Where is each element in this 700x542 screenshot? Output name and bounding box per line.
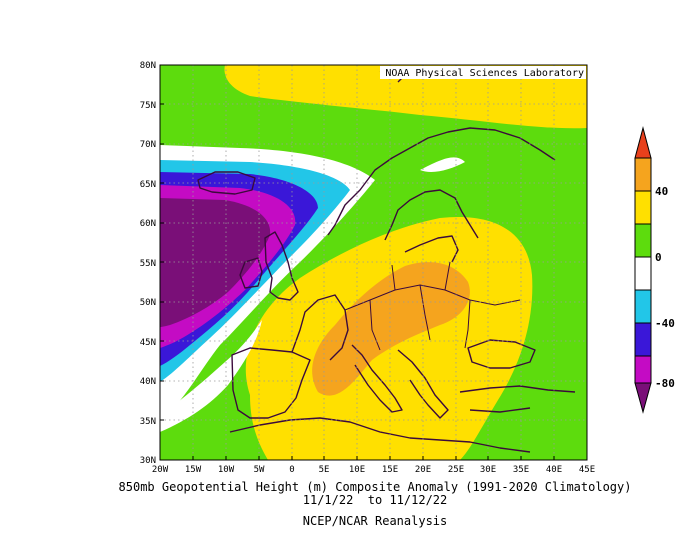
coastline-great-britain bbox=[264, 231, 299, 301]
map-gridlines bbox=[160, 65, 587, 460]
lon-tick-label: 40E bbox=[546, 465, 562, 475]
longitude-axis: 20W 15W 10W 5W 0 5E 10E 15E 20E 25E 30E … bbox=[152, 465, 595, 475]
lat-tick-label: 35N bbox=[140, 417, 156, 427]
coastline-anatolia bbox=[459, 385, 576, 413]
coastline-scandinavia bbox=[327, 127, 556, 241]
lat-tick-label: 60N bbox=[140, 219, 156, 229]
coastline-ireland bbox=[239, 257, 263, 289]
fill-neg20-to-0-southwest bbox=[160, 320, 262, 432]
anomaly-contour-fills bbox=[160, 65, 587, 460]
latitude-axis: 80N 75N 70N 65N 60N 55N 50N 45N 40N 35N … bbox=[140, 61, 156, 466]
lon-tick-label: 10E bbox=[349, 465, 365, 475]
lon-tick-label: 10W bbox=[218, 465, 235, 475]
colorbar-segment-neg40-to-neg20 bbox=[634, 289, 652, 324]
lat-tick-label: 50N bbox=[140, 298, 156, 308]
coastline-italy bbox=[351, 344, 403, 413]
lon-tick-label: 15E bbox=[382, 465, 398, 475]
lon-tick-label: 25E bbox=[448, 465, 464, 475]
caption-source: NCEP/NCAR Reanalysis bbox=[302, 514, 448, 528]
coastline-north-africa bbox=[229, 417, 531, 453]
colorbar-label: -80 bbox=[655, 377, 675, 390]
colorbar-label: -40 bbox=[655, 317, 675, 330]
lat-tick-label: 40N bbox=[140, 377, 156, 387]
lon-tick-label: 5E bbox=[319, 465, 330, 475]
lat-tick-label: 75N bbox=[140, 101, 156, 111]
coastline-france bbox=[291, 294, 349, 361]
lat-tick-label: 70N bbox=[140, 140, 156, 150]
national-borders bbox=[344, 261, 521, 351]
lat-tick-label: 30N bbox=[140, 456, 156, 466]
colorbar-segment-neg80-to-neg60 bbox=[634, 355, 652, 384]
lon-tick-label: 45E bbox=[579, 465, 595, 475]
longitude-ticks bbox=[192, 456, 555, 460]
colorbar-label: 40 bbox=[655, 185, 668, 198]
latitude-ticks bbox=[160, 103, 164, 421]
fill-neg20-to-0-scandinavia bbox=[420, 157, 465, 173]
colorbar-segment-neg20-to-0 bbox=[634, 256, 652, 291]
lon-tick-label: 20E bbox=[415, 465, 431, 475]
colorbar bbox=[634, 126, 652, 414]
fill-40-to-60 bbox=[312, 262, 470, 396]
coastline-baltic bbox=[404, 235, 459, 263]
colorbar-label: 0 bbox=[655, 251, 662, 264]
lon-tick-label: 15W bbox=[185, 465, 202, 475]
caption-title: 850mb Geopotential Height (m) Composite … bbox=[118, 480, 632, 494]
lon-tick-label: 0 bbox=[289, 465, 294, 475]
colorbar-segment-0-to-20 bbox=[634, 223, 652, 258]
lon-tick-label: 30E bbox=[480, 465, 496, 475]
colorbar-bottom-arrow bbox=[634, 382, 652, 414]
colorbar-segment-20-to-40 bbox=[634, 190, 652, 225]
colorbar-top-arrow bbox=[634, 126, 652, 159]
caption-date-range: 11/1/22 to 11/12/22 bbox=[302, 493, 448, 507]
lon-tick-label: 35E bbox=[513, 465, 529, 475]
colorbar-segment-40-to-60 bbox=[634, 157, 652, 192]
colorbar-segment-neg60-to-neg40 bbox=[634, 322, 652, 357]
lat-tick-label: 45N bbox=[140, 338, 156, 348]
lat-tick-label: 65N bbox=[140, 180, 156, 190]
colorbar-labels: 40 0 -40 -80 bbox=[655, 185, 675, 390]
fill-20-to-40-north bbox=[224, 65, 587, 129]
credit-box bbox=[380, 66, 586, 79]
coastline-iberia bbox=[231, 347, 311, 419]
credit-label: NOAA Physical Sciences Laboratory bbox=[385, 68, 584, 79]
lat-tick-label: 55N bbox=[140, 259, 156, 269]
coastline-iceland bbox=[197, 171, 256, 195]
lon-tick-label: 5W bbox=[254, 465, 265, 475]
lon-tick-label: 20W bbox=[152, 465, 169, 475]
lat-tick-label: 80N bbox=[140, 61, 156, 71]
fill-below-neg80 bbox=[160, 198, 271, 327]
